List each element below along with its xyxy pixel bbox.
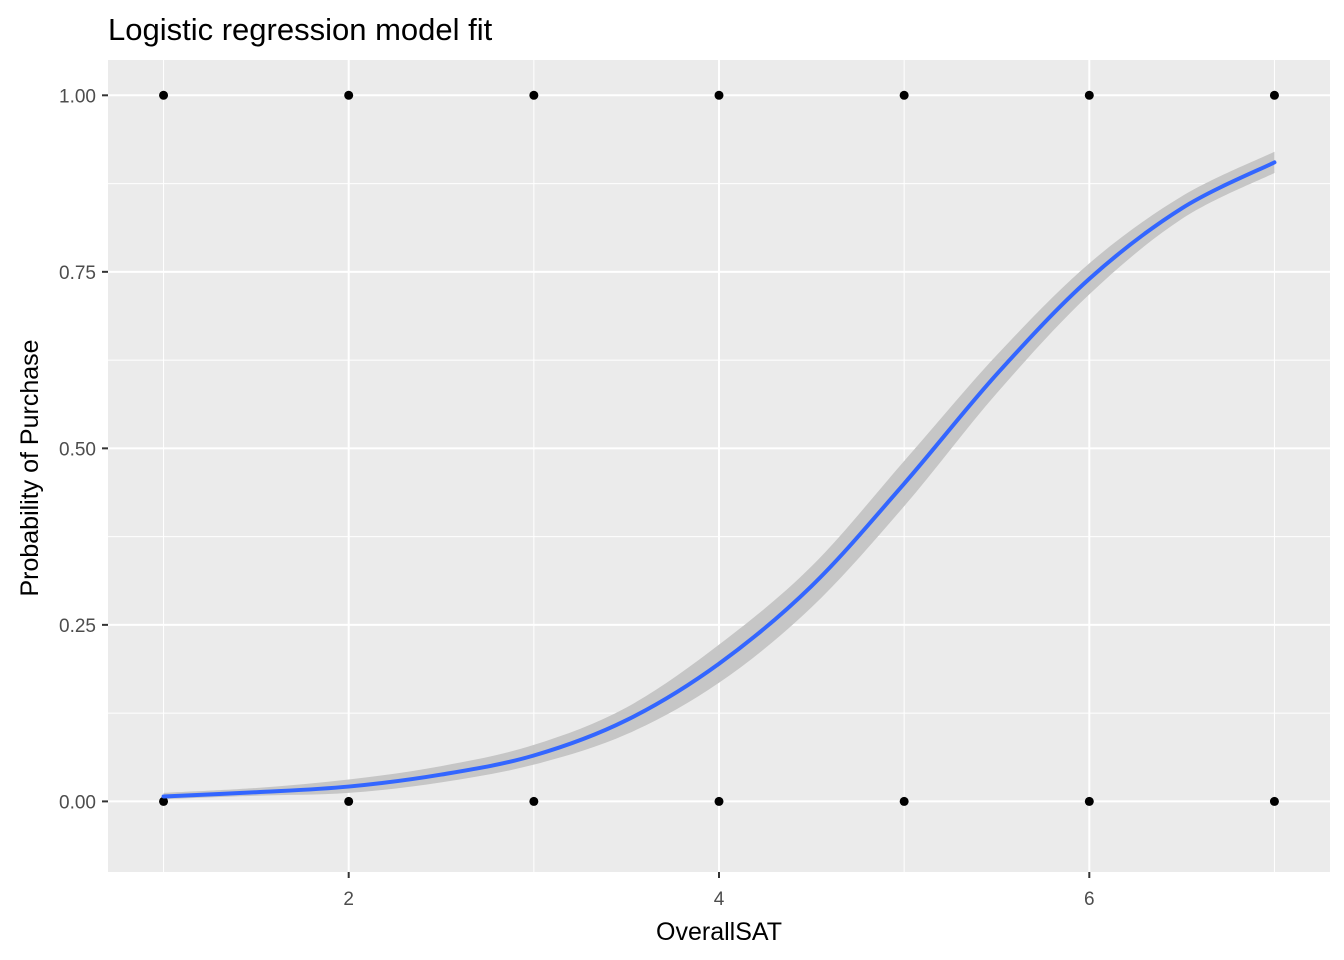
data-points-layer	[159, 90, 1279, 806]
y-tick-label: 0.00	[59, 792, 96, 813]
y-axis-title: Probability of Purchase	[16, 339, 44, 596]
x-tick-label: 6	[1084, 889, 1095, 910]
data-point	[714, 90, 724, 100]
data-point	[159, 90, 169, 100]
grid-major	[108, 60, 1330, 872]
data-point	[899, 90, 909, 100]
data-point	[1269, 90, 1279, 100]
data-point	[1269, 796, 1279, 806]
confidence-ribbon	[163, 151, 1275, 800]
data-point	[344, 90, 354, 100]
data-point	[714, 796, 724, 806]
data-point	[1084, 90, 1094, 100]
fit-line-layer	[161, 160, 1277, 799]
y-tick-label: 1.00	[59, 86, 96, 107]
data-point	[529, 90, 539, 100]
fit-line	[161, 160, 1277, 799]
data-point	[529, 796, 539, 806]
axis-ticks	[102, 94, 1091, 878]
x-axis-title: OverallSAT	[656, 918, 782, 946]
data-point	[1084, 796, 1094, 806]
tick-labels: 2 4 6 0.00 0.25 0.50 0.75 1.00	[59, 86, 1095, 910]
data-point	[159, 796, 169, 806]
y-tick-label: 0.50	[59, 439, 96, 460]
y-tick-label: 0.25	[59, 616, 96, 637]
y-tick-label: 0.75	[59, 263, 96, 284]
x-tick-label: 2	[343, 889, 354, 910]
data-point	[899, 796, 909, 806]
data-point	[344, 796, 354, 806]
confidence-ribbon-layer	[163, 151, 1275, 800]
chart-title: Logistic regression model fit	[108, 12, 493, 47]
x-tick-label: 4	[714, 889, 725, 910]
